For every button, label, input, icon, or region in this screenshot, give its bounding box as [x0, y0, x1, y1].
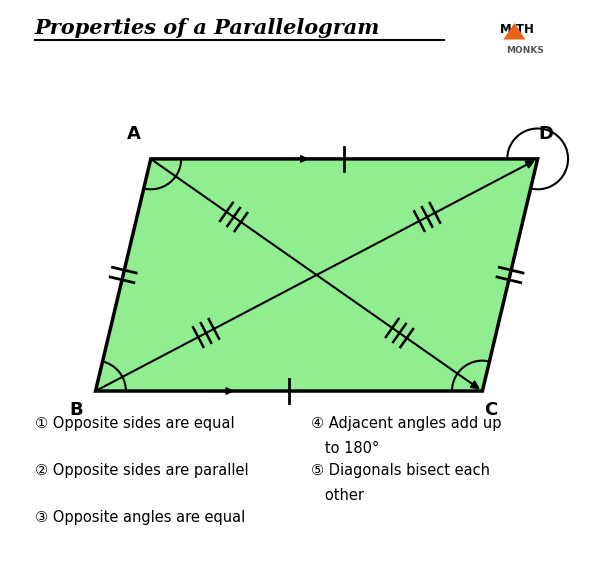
Polygon shape — [95, 159, 538, 391]
Text: B: B — [70, 401, 83, 420]
Text: other: other — [311, 488, 364, 503]
Text: D: D — [538, 125, 553, 143]
Text: C: C — [484, 401, 497, 420]
Text: A: A — [127, 125, 141, 143]
Text: ③ Opposite angles are equal: ③ Opposite angles are equal — [35, 510, 245, 525]
Polygon shape — [503, 23, 526, 39]
Text: M TH: M TH — [500, 23, 534, 36]
Text: Properties of a Parallelogram: Properties of a Parallelogram — [35, 18, 380, 38]
Text: to 180°: to 180° — [311, 441, 379, 456]
Text: ④ Adjacent angles add up: ④ Adjacent angles add up — [311, 416, 502, 431]
Text: ⑤ Diagonals bisect each: ⑤ Diagonals bisect each — [311, 463, 490, 478]
Text: ① Opposite sides are equal: ① Opposite sides are equal — [35, 416, 235, 431]
Text: ② Opposite sides are parallel: ② Opposite sides are parallel — [35, 463, 248, 478]
Text: MONKS: MONKS — [506, 45, 544, 54]
